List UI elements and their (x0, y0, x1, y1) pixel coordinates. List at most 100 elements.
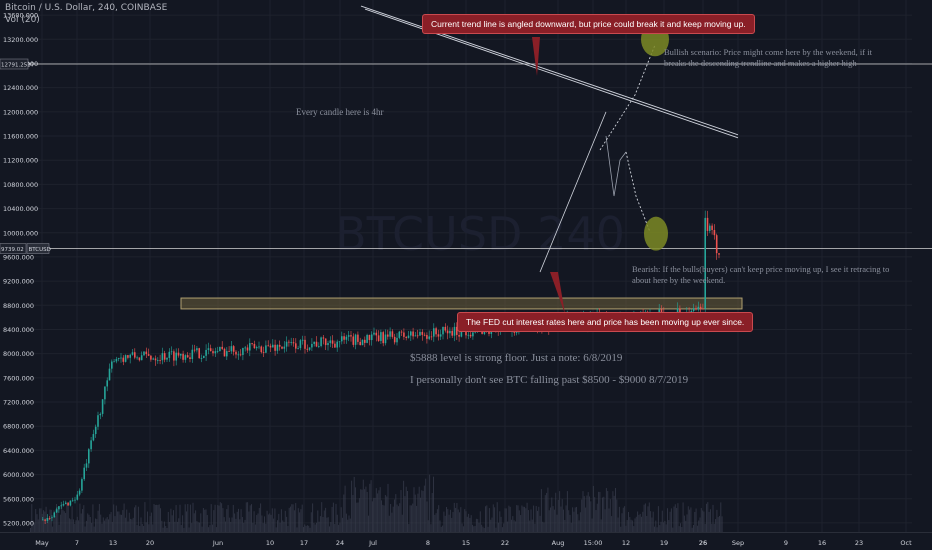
volume-bar (208, 527, 210, 532)
volume-bar (587, 492, 589, 532)
volume-bar (508, 505, 510, 532)
volume-bar (171, 515, 173, 532)
volume-bar (288, 507, 290, 532)
volume-bar (63, 511, 65, 532)
candle-body (315, 341, 318, 347)
volume-bar (119, 514, 121, 532)
candle-body (292, 342, 295, 344)
volume-bar (110, 512, 112, 532)
candle-body (140, 355, 143, 361)
volume-bar (35, 509, 37, 532)
volume-bar (56, 504, 57, 532)
candle-body (361, 339, 364, 346)
y-tick-label: 10800.000 (3, 181, 38, 189)
volume-bar (269, 513, 271, 532)
volume-bar (465, 511, 467, 532)
candle-body (382, 332, 384, 344)
volume-bar (512, 516, 514, 532)
candle-body (129, 354, 131, 358)
volume-bar (253, 511, 255, 532)
volume-bar (533, 505, 535, 532)
volume-bar (330, 522, 332, 532)
volume-bar (565, 505, 567, 532)
volume-bar (539, 515, 541, 532)
volume-bar (655, 520, 657, 532)
volume-bar (271, 508, 273, 532)
volume-bar (503, 523, 505, 532)
candle-body (272, 344, 274, 348)
y-tick-label: 13600.000 (3, 12, 38, 20)
volume-bar (618, 506, 620, 532)
volume-bar (695, 508, 697, 532)
volume-bar (109, 514, 111, 532)
candle-body (290, 342, 292, 343)
volume-bar (644, 503, 646, 532)
volume-bar (569, 514, 571, 532)
candle-body (60, 505, 62, 507)
volume-bar (160, 508, 161, 532)
candle-body (426, 335, 428, 339)
volume-bar (574, 507, 576, 532)
volume-bar (621, 513, 623, 532)
candle-body (42, 519, 44, 521)
volume-bar (544, 495, 546, 532)
candle-body (313, 341, 315, 344)
volume-bar (232, 504, 234, 532)
candle-body (191, 349, 194, 360)
candle-body (186, 355, 189, 358)
volume-bar (338, 524, 340, 532)
volume-bar (433, 476, 434, 532)
x-tick-label: 24 (336, 539, 344, 547)
volume-bar (293, 510, 295, 532)
volume-bar (295, 503, 297, 532)
volume-bar (361, 489, 363, 532)
candle-body (274, 344, 276, 351)
volume-bar (362, 479, 364, 532)
bullish-projection (599, 44, 656, 151)
volume-bar (118, 511, 120, 532)
volume-bar (201, 526, 203, 532)
volume-bar (598, 491, 600, 532)
volume-bar (620, 526, 622, 532)
candle-body (239, 354, 242, 356)
volume-bar (551, 497, 553, 532)
volume-bar (526, 502, 528, 532)
volume-bar (461, 523, 463, 532)
volume-bar (400, 490, 402, 532)
candle-body (467, 334, 470, 336)
candle-body (90, 440, 92, 450)
candle-body (334, 343, 336, 348)
volume-bar (713, 523, 715, 532)
candle-body (69, 500, 72, 506)
volume-bar (343, 494, 345, 532)
candle-body (200, 357, 203, 359)
volume-bar (486, 505, 488, 532)
volume-bar (594, 497, 596, 532)
candle-body (150, 355, 152, 360)
volume-bar (297, 508, 299, 532)
volume-bar (390, 504, 392, 532)
candle-body (198, 348, 200, 359)
y-tick-label: 9200.000 (3, 278, 34, 286)
candle-body (237, 354, 240, 356)
volume-bar (462, 526, 464, 532)
volume-bar (231, 517, 233, 532)
volume-bar (500, 516, 502, 532)
candle-body (389, 331, 391, 337)
volume-bar (46, 521, 48, 532)
volume-bar (647, 506, 649, 532)
volume-bar (71, 506, 73, 532)
volume-bar (564, 519, 566, 532)
volume-bar (221, 503, 223, 532)
volume-bar (693, 525, 694, 532)
candle-body (85, 463, 88, 468)
candle-body (267, 345, 269, 347)
volume-bar (678, 526, 680, 532)
volume-bar (57, 507, 59, 532)
volume-bar (396, 504, 398, 532)
volume-bar (630, 519, 632, 532)
volume-bar (235, 518, 237, 532)
volume-bar (100, 514, 102, 532)
volume-bar (559, 491, 561, 532)
